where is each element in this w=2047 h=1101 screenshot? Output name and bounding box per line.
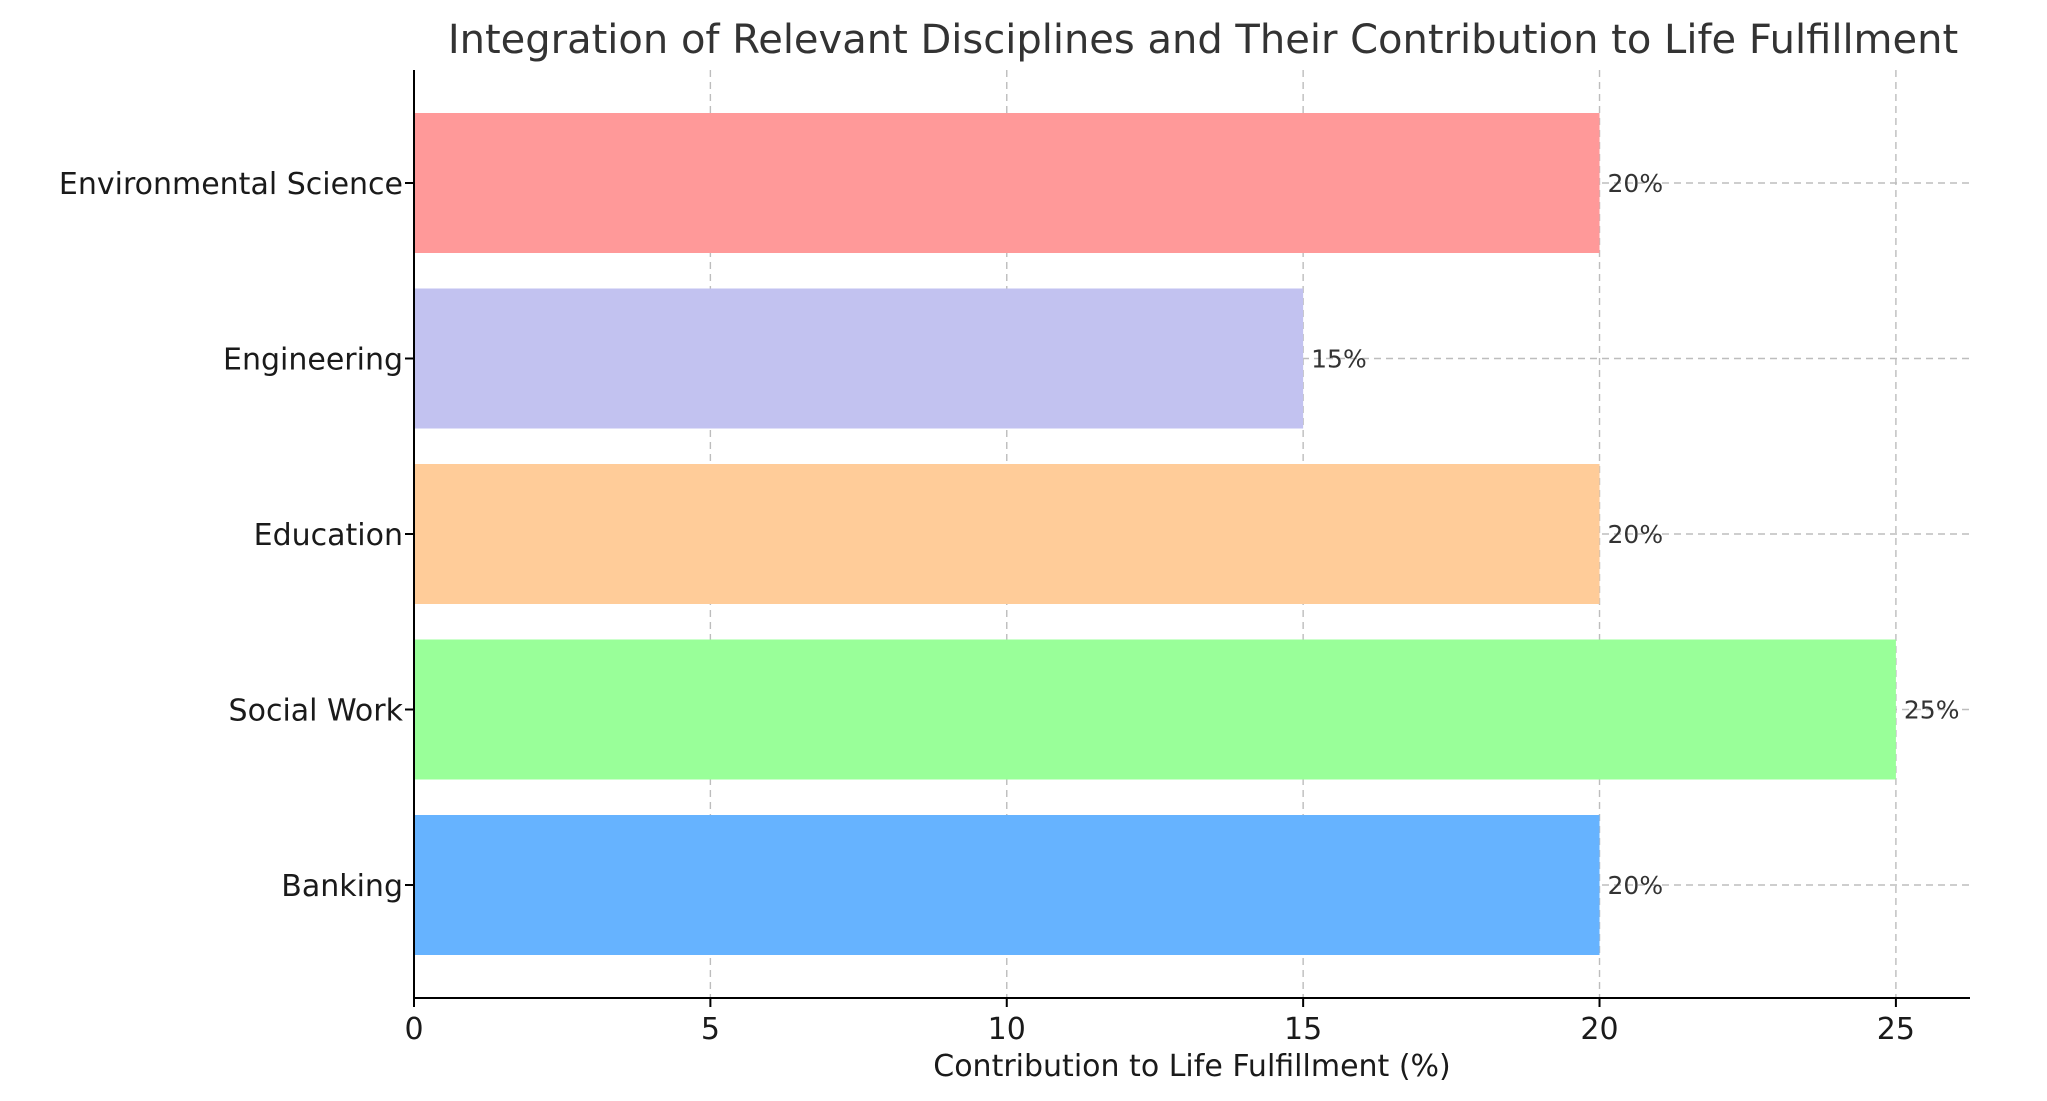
data-labels: 20% 25% 20% 15% 20% [1311,169,1959,900]
x-tick-label: 20 [1580,1012,1618,1047]
y-axis-ticks: Banking Social Work Education Engineering En… [59,167,414,904]
bar [414,464,1600,604]
bar [414,288,1304,429]
bar [414,113,1600,253]
data-label: 20% [1608,169,1664,198]
x-tick-label: 10 [988,1012,1026,1047]
x-tick-label: 25 [1877,1012,1915,1047]
chart-title: Integration of Relevant Disciplines and … [448,17,1958,63]
bars [414,113,1896,955]
data-label: 15% [1311,345,1367,374]
y-tick-label: Social Work [229,694,404,729]
bar [414,639,1896,780]
data-label: 25% [1904,696,1960,725]
y-tick-label: Engineering [223,343,403,378]
y-tick-label: Education [254,518,403,553]
x-tick-label: 5 [701,1012,720,1047]
x-axis-label: Contribution to Life Fulfillment (%) [933,1049,1451,1084]
data-label: 20% [1608,520,1664,549]
data-label: 20% [1608,871,1664,900]
y-tick-label: Banking [281,869,403,904]
x-tick-label: 15 [1284,1012,1322,1047]
y-tick-label: Environmental Science [59,167,403,202]
x-axis-ticks: 0 5 10 15 20 25 [404,998,1915,1047]
x-tick-label: 0 [404,1012,423,1047]
bar [414,815,1600,955]
